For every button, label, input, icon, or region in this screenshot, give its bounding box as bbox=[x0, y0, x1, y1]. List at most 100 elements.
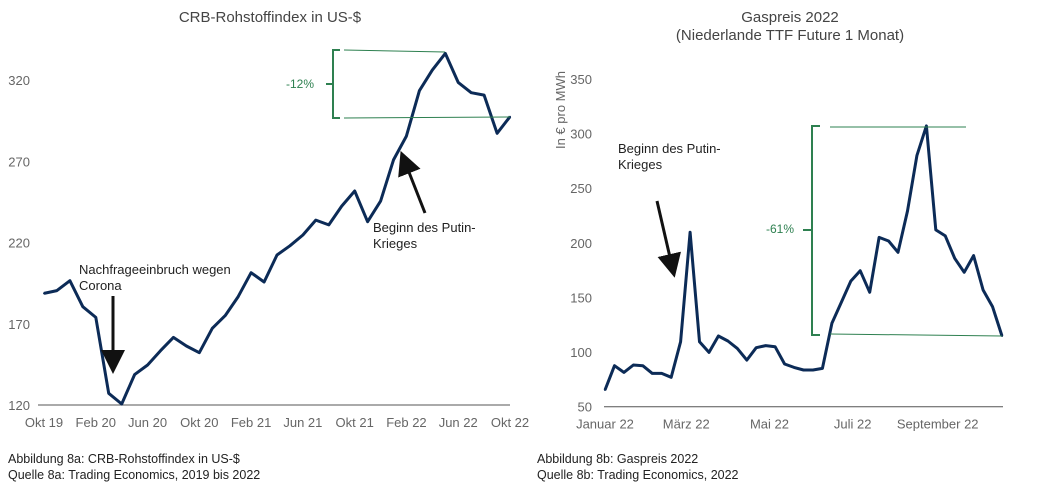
bracket-b bbox=[803, 125, 1003, 337]
chart-a-ytick-label: 220 bbox=[8, 236, 30, 251]
source-b: Quelle 8b: Trading Economics, 2022 bbox=[537, 468, 739, 482]
chart-a-xtick-label: Okt 20 bbox=[180, 415, 218, 430]
chart-a-data-point bbox=[366, 220, 369, 223]
chart-b-xtick-label: Januar 22 bbox=[576, 417, 634, 432]
chart-b-data-point bbox=[745, 359, 748, 362]
chart-b-ytick-label: 50 bbox=[578, 400, 592, 415]
chart-b-data-point bbox=[925, 124, 928, 127]
chart-a-data-point bbox=[263, 280, 266, 283]
annotation-war-a-1: Beginn des Putin- bbox=[373, 220, 476, 235]
chart-b-data-point bbox=[632, 363, 635, 366]
chart-a-data-point bbox=[107, 392, 110, 395]
chart-b-data-point bbox=[707, 351, 710, 354]
chart-a-xtick-label: Jun 22 bbox=[439, 415, 478, 430]
chart-a-data-point bbox=[405, 135, 408, 138]
chart-b-ytick-label: 300 bbox=[570, 127, 592, 142]
chart-a-data-point bbox=[43, 292, 45, 295]
chart-b-ytick-label: 100 bbox=[570, 345, 592, 360]
chart-b-title: Gaspreis 2022 bbox=[741, 9, 839, 26]
chart-b-data-point bbox=[689, 231, 692, 234]
chart-a-xtick-label: Okt 19 bbox=[25, 415, 63, 430]
chart-b-xtick-label: September 22 bbox=[897, 417, 979, 432]
change-label-a: -12% bbox=[286, 77, 314, 91]
chart-a-data-point bbox=[198, 351, 201, 354]
chart-a-data-point bbox=[94, 316, 97, 319]
arrow-war-b bbox=[655, 200, 681, 278]
chart-b-data-point bbox=[953, 257, 956, 260]
chart-b-data-point bbox=[802, 368, 805, 371]
chart-a-xtick-label: Feb 20 bbox=[76, 415, 116, 430]
chart-a-data-point bbox=[288, 244, 291, 247]
chart-b-data-point bbox=[878, 236, 881, 239]
chart-b-data-point bbox=[793, 366, 796, 369]
chart-b-data-point bbox=[736, 347, 739, 350]
chart-a-data-point bbox=[172, 336, 175, 339]
chart-a-data-point bbox=[224, 314, 227, 317]
chart-b-data-point bbox=[972, 254, 975, 257]
chart-b-data-point bbox=[811, 368, 814, 371]
chart-b-data-point bbox=[622, 371, 625, 374]
chart-a-xtick-label: Jun 20 bbox=[128, 415, 167, 430]
chart-a-data-point bbox=[457, 81, 460, 84]
chart-b-data-point bbox=[982, 289, 985, 292]
chart-b-data-point bbox=[840, 301, 843, 304]
chart-a-data-point bbox=[483, 94, 486, 97]
chart-b-data-point bbox=[963, 271, 966, 274]
chart-b-xtick-label: Juli 22 bbox=[834, 417, 872, 432]
chart-b-xtick-label: Mai 22 bbox=[750, 417, 789, 432]
source-a: Quelle 8a: Trading Economics, 2019 bis 2… bbox=[8, 468, 261, 482]
annotation-corona-2: Corona bbox=[79, 278, 122, 293]
chart-a-data-point bbox=[276, 254, 278, 257]
chart-b-ytick-label: 250 bbox=[570, 181, 592, 196]
chart-a-data-point bbox=[68, 279, 71, 282]
chart-a-data-point bbox=[120, 403, 123, 406]
chart-b-data-point bbox=[868, 291, 871, 294]
chart-b-data-point bbox=[774, 345, 777, 348]
chart-a-data-point bbox=[496, 132, 499, 135]
chart-b-data-point bbox=[934, 228, 937, 231]
chart-b-ytick-label: 200 bbox=[570, 236, 592, 251]
chart-a-xtick-label: Feb 21 bbox=[231, 415, 271, 430]
chart-b-data-point bbox=[897, 251, 900, 254]
chart-a-data-point bbox=[250, 271, 253, 274]
chart-b-data-point bbox=[613, 364, 616, 367]
annotation-war-b-2: Krieges bbox=[618, 157, 663, 172]
chart-b-data-point bbox=[726, 340, 729, 343]
change-label-b: -61% bbox=[766, 222, 794, 236]
chart-a-data-point bbox=[211, 327, 214, 330]
chart-b-data-point bbox=[783, 362, 786, 365]
chart-a-xtick-label: Feb 22 bbox=[386, 415, 426, 430]
chart-b-data-point bbox=[906, 210, 909, 213]
chart-a-xtick-label: Okt 22 bbox=[491, 415, 529, 430]
chart-b-data-point bbox=[859, 269, 862, 272]
chart-a-data-point bbox=[431, 69, 434, 72]
caption-a: Abbildung 8a: CRB-Rohstoffindex in US-$ bbox=[8, 452, 240, 466]
chart-a-ytick-label: 170 bbox=[8, 317, 30, 332]
bracket-a bbox=[326, 49, 511, 119]
chart-a-xtick-label: Jun 21 bbox=[283, 415, 322, 430]
chart-a-data-point bbox=[418, 89, 421, 92]
chart-a-ytick-label: 320 bbox=[8, 73, 30, 88]
footer-left: Abbildung 8a: CRB-Rohstoffindex in US-$ … bbox=[8, 451, 260, 483]
chart-b-data-point bbox=[887, 239, 890, 242]
chart-b-data-point bbox=[944, 234, 947, 237]
chart-a-data-point bbox=[185, 345, 188, 348]
chart-a-xtick-label: Okt 21 bbox=[336, 415, 374, 430]
chart-a-data-point bbox=[379, 200, 382, 203]
chart-b-ytick-label: 150 bbox=[570, 290, 592, 305]
caption-b: Abbildung 8b: Gaspreis 2022 bbox=[537, 452, 699, 466]
chart-b-data-point bbox=[660, 372, 663, 375]
chart-b-data-point bbox=[651, 372, 654, 375]
chart-a-data-point bbox=[444, 52, 447, 55]
chart-a-data-point bbox=[159, 349, 162, 352]
chart-b-ytick-label: 350 bbox=[570, 72, 592, 87]
chart-a-title: CRB-Rohstoffindex in US-$ bbox=[179, 9, 362, 26]
chart-a-data-point bbox=[470, 91, 473, 94]
chart-b-data-point bbox=[679, 340, 682, 343]
chart-a-data-point bbox=[327, 223, 330, 226]
chart-a-data-point bbox=[392, 158, 395, 161]
footer-right: Abbildung 8b: Gaspreis 2022 Quelle 8b: T… bbox=[537, 451, 739, 483]
chart-a-ytick-label: 270 bbox=[8, 154, 30, 169]
